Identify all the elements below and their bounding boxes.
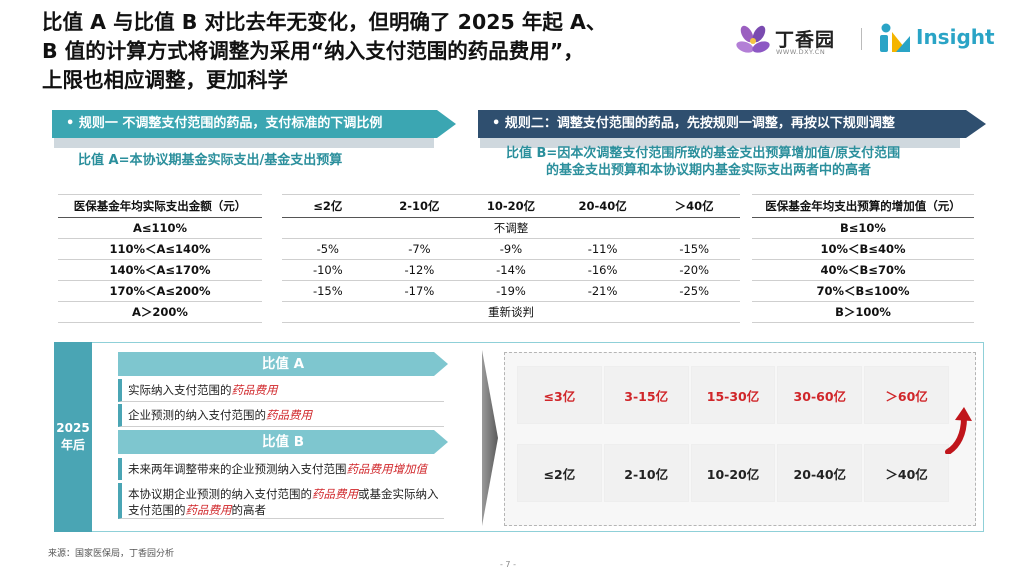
ratio-a-denominator: 企业预测的纳入支付范围的药品费用 [118,404,444,427]
rate-cell: -7% [408,242,431,256]
old-tier-tile: 2-10亿 [603,444,689,502]
rate-cell: -16% [587,263,618,277]
page-title: 比值 A 与比值 B 对比去年无变化，但明确了 2025 年起 A、 B 值的计… [42,8,732,95]
old-tier-row: ≤2亿 2-10亿 10-20亿 20-40亿 ＞40亿 [517,444,949,502]
ratio-b-row: B≤10% [752,218,974,239]
renegotiate-cell: 重新谈判 [488,305,534,319]
ratio-a-table-header: 医保基金年均实际支出金额（元） [58,194,262,218]
insight-logo: Insight [878,20,1008,56]
rate-cell: -19% [496,284,526,298]
ratio-a-row: A≤110% [58,218,262,239]
no-adjust-cell: 不调整 [493,221,529,235]
rate-cell: -25% [679,284,710,298]
source-note: 来源：国家医保局，丁香园分析 [48,549,175,559]
ratio-b-table-header: 医保基金年均支出预算的增加值（元） [752,194,974,218]
ratio-b-row: 40%＜B≤70% [752,260,974,281]
highlight-text: 药品费用 [231,383,278,397]
title-line-2: B 值的计算方式将调整为采用“纳入支付范围的药品费用”， [42,39,584,63]
rate-cell: -10% [312,263,343,277]
reduction-table-header: ≤2亿 2-10亿 10-20亿 20-40亿 ＞40亿 [282,194,740,218]
ratio-b-formula-line-1: 比值 B=因本次调整支付范围所致的基金支出预算增加值/原支付范围 [506,146,901,161]
rate-cell: -15% [312,284,343,298]
ratio-b-row: 10%＜B≤40% [752,239,974,260]
highlight-text: 药品费用 [266,408,312,422]
header-cell: 2-10亿 [399,199,440,213]
table-row: 重新谈判 [282,302,740,323]
logo-divider [861,28,862,50]
new-tier-tile: 15-30亿 [690,366,776,424]
year-tab-suffix: 年后 [60,438,85,452]
ratio-b-row: B＞100% [752,302,974,323]
ratio-b-row: 70%＜B≤100% [752,281,974,302]
ratio-b-banner: 比值 B [118,430,448,454]
new-tier-row: ≤3亿 3-15亿 15-30亿 30-60亿 ＞60亿 [517,366,949,424]
ratio-a-row: 140%＜A≤170% [58,260,262,281]
year-tab: 2025 年后 [54,342,92,532]
rate-cell: -20% [679,263,710,277]
ratio-a-banner: 比值 A [118,352,448,376]
highlight-text: 药品费用 [185,503,232,517]
title-line-3: 上限也相应调整，更加科学 [42,68,288,92]
curved-up-arrow-icon [945,407,972,454]
rate-cell: -14% [496,263,526,277]
ratio-a-row: A＞200% [58,302,262,323]
rate-cell: -11% [587,242,618,256]
new-tier-tile: ≤3亿 [517,366,602,424]
page-number: - 7 - [500,560,516,569]
item-text: 的高者 [231,503,267,517]
new-tier-tile: 3-15亿 [603,366,689,424]
rate-cell: -12% [404,263,435,277]
title-line-1: 比值 A 与比值 B 对比去年无变化，但明确了 2025 年起 A、 [42,10,607,34]
header-cell: 10-20亿 [486,199,536,213]
rate-cell: -17% [404,284,435,298]
old-tier-tile: 20-40亿 [777,444,863,502]
ratio-b-denominator: 本协议期企业预测的纳入支付范围的药品费用或基金实际纳入支付范围的药品费用的高者 [118,483,444,519]
rate-cell: -15% [679,242,710,256]
table-row: -5% -7% -9% -11% -15% [282,239,740,260]
ratio-b-numerator: 未来两年调整带来的企业预测纳入支付范围药品费用增加值 [118,458,444,480]
ratio-b-formula-line-2: 的基金支出预算和本协议期内基金实际支出两者中的高者 [546,163,872,178]
insight-logo-text: Insight [916,25,995,49]
rule1-shadow [54,138,434,148]
ratio-b-formula: 比值 B=因本次调整支付范围所致的基金支出预算增加值/原支付范围 的基金支出预算… [506,145,900,179]
dxy-logo: 丁香园 WWW.DXY.CN [735,24,855,58]
item-text: 企业预测的纳入支付范围的 [128,408,266,422]
header-cell: ≤2亿 [313,199,343,213]
rule2-banner: • 规则二：调整支付范围的药品，先按规则一调整，再按以下规则调整 [478,110,986,138]
item-text: 本协议期企业预测的纳入支付范围的 [128,487,312,501]
rate-cell: -9% [499,242,523,256]
old-tier-tile: 10-20亿 [690,444,776,502]
table-row: 不调整 [282,218,740,239]
insight-icon [880,23,910,52]
highlight-text: 药品费用增加值 [346,462,428,476]
ratio-a-formula: 比值 A=本协议期基金实际支出/基金支出预算 [78,153,343,168]
header-cell: 20-40亿 [578,199,627,213]
dxy-logo-text: 丁香园 [775,29,836,51]
rule1-banner: • 规则一 不调整支付范围的药品，支付标准的下调比例 [52,110,456,138]
old-tier-tile: ＞40亿 [864,444,949,502]
table-row: -15% -17% -19% -21% -25% [282,281,740,302]
table-row: -10% -12% -14% -16% -20% [282,260,740,281]
rate-cell: -21% [587,284,618,298]
highlight-text: 药品费用 [312,487,358,501]
old-tier-tile: ≤2亿 [517,444,602,502]
new-tier-tile: ＞60亿 [864,366,949,424]
header-cell: ＞40亿 [674,199,714,213]
ratio-a-row: 110%＜A≤140% [58,239,262,260]
dxy-flower-icon [736,25,770,53]
rule2-shadow [480,138,960,148]
item-text: 实际纳入支付范围的 [128,383,232,397]
year-tab-year: 2025 [56,421,90,435]
item-text: 未来两年调整带来的企业预测纳入支付范围 [128,462,347,476]
dxy-logo-url: WWW.DXY.CN [776,48,826,56]
rate-cell: -5% [316,242,339,256]
item-text: 或基金实际纳入支付范围的 [128,487,439,517]
new-tier-tile: 30-60亿 [777,366,863,424]
ratio-a-numerator: 实际纳入支付范围的药品费用 [118,379,444,402]
ratio-a-row: 170%＜A≤200% [58,281,262,302]
